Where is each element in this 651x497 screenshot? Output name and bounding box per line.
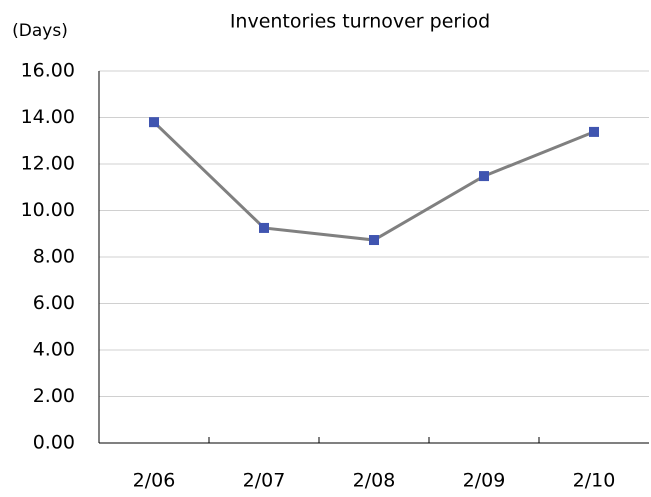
data-marker: [259, 222, 269, 233]
y-tick-label: 4.00: [33, 339, 75, 361]
x-tick-label: 2/06: [133, 470, 176, 492]
data-marker: [149, 117, 159, 128]
x-tick-label: 2/09: [463, 470, 506, 492]
x-tick-label: 2/08: [353, 470, 396, 492]
y-tick-label: 0.00: [33, 432, 75, 454]
data-line: [152, 121, 595, 242]
data-marker: [369, 235, 379, 246]
y-tick-label: 8.00: [33, 246, 75, 268]
x-tick-label: 2/07: [243, 470, 286, 492]
y-axis-label: (Days): [12, 21, 68, 41]
y-tick-label: 10.00: [21, 199, 75, 221]
y-tick-label: 14.00: [21, 106, 75, 128]
y-tick-label: 16.00: [21, 60, 75, 82]
data-marker: [589, 126, 599, 137]
y-tick-label: 6.00: [33, 292, 75, 314]
x-tick-label: 2/10: [573, 470, 616, 492]
y-tick-label: 2.00: [33, 385, 75, 407]
data-marker: [479, 171, 489, 182]
y-tick-label: 12.00: [21, 153, 75, 175]
chart-title: Inventories turnover period: [230, 11, 490, 33]
